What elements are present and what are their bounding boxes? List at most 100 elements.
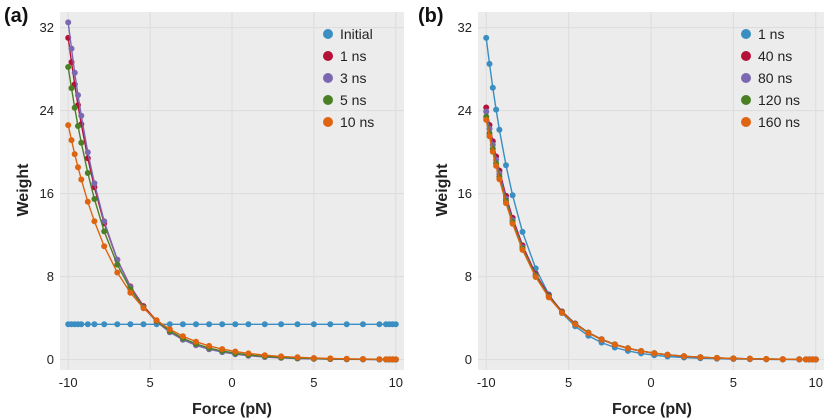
data-point xyxy=(638,348,645,355)
data-point xyxy=(746,355,753,362)
x-tick-label: 5 xyxy=(146,375,153,390)
legend-marker xyxy=(741,29,751,39)
legend-marker xyxy=(741,117,751,127)
data-point xyxy=(153,317,160,324)
data-point xyxy=(496,176,503,183)
data-point xyxy=(503,200,509,207)
panel-b: (b) Force (pN) Weight -10 5 0 5 10 0 8 16 24 32 1 … xyxy=(418,5,824,418)
data-point xyxy=(261,352,268,359)
data-point xyxy=(572,321,579,328)
legend-label: 3 ns xyxy=(340,70,366,86)
y-tick-label: 16 xyxy=(458,186,472,201)
data-point xyxy=(245,350,252,357)
y-tick-label: 0 xyxy=(47,352,54,367)
data-point xyxy=(664,351,671,358)
data-point xyxy=(232,348,239,355)
data-point xyxy=(486,60,493,67)
data-point xyxy=(493,162,500,169)
x-tick-label: 10 xyxy=(389,375,403,390)
series-160-ns xyxy=(483,116,819,363)
data-point xyxy=(483,108,490,115)
data-point xyxy=(78,112,85,119)
data-point xyxy=(545,294,552,301)
data-point xyxy=(84,170,91,176)
data-point xyxy=(598,336,605,343)
data-point xyxy=(651,350,658,357)
data-point xyxy=(796,356,803,363)
data-point xyxy=(294,354,301,361)
y-tick-label: 24 xyxy=(458,103,472,118)
legend-label: 40 ns xyxy=(758,48,792,64)
x-tick-label: 5 xyxy=(310,375,317,390)
data-point xyxy=(310,321,317,328)
data-point xyxy=(779,356,786,363)
data-point xyxy=(496,126,503,133)
data-point xyxy=(75,123,81,129)
legend-label: 1 ns xyxy=(758,26,784,42)
data-point xyxy=(697,354,704,361)
data-point xyxy=(101,321,108,328)
data-point xyxy=(101,218,108,225)
y-axis-title-a: Weight xyxy=(15,163,32,217)
data-point xyxy=(503,162,509,169)
data-point xyxy=(327,321,334,328)
data-point xyxy=(294,321,301,328)
data-point xyxy=(360,356,366,362)
data-point xyxy=(360,321,366,328)
data-point xyxy=(611,341,618,348)
panel-label-a: (a) xyxy=(4,5,28,27)
y-tick-label: 24 xyxy=(40,103,54,118)
x-tick-label: -10 xyxy=(477,375,496,390)
data-point xyxy=(483,34,490,41)
legend-marker xyxy=(741,95,751,105)
panel-a: (a) Force (pN) Weight -10 5 0 5 10 0 8 16 24 32 In… xyxy=(4,5,404,418)
data-point xyxy=(101,243,108,250)
data-point xyxy=(559,309,565,316)
legend-label: Initial xyxy=(340,26,373,42)
legend-label: 5 ns xyxy=(340,92,366,108)
data-point xyxy=(392,321,399,328)
data-point xyxy=(179,333,186,340)
data-point xyxy=(91,196,98,202)
data-point xyxy=(114,269,121,276)
data-point xyxy=(681,353,687,360)
data-point xyxy=(812,356,819,363)
x-tick-label: 0 xyxy=(228,375,235,390)
data-point xyxy=(713,355,720,361)
data-point xyxy=(65,19,72,26)
data-point xyxy=(219,346,226,353)
y-tick-label: 32 xyxy=(40,20,54,35)
data-point xyxy=(101,228,108,235)
y-axis-title-b: Weight xyxy=(434,163,451,217)
data-point xyxy=(91,321,98,328)
legend-marker xyxy=(323,95,333,105)
data-point xyxy=(509,192,516,199)
y-tick-label: 8 xyxy=(465,269,472,284)
data-point xyxy=(84,149,91,156)
data-point xyxy=(68,45,75,52)
x-tick-label: 10 xyxy=(809,375,823,390)
panel-label-b: (b) xyxy=(418,5,444,27)
data-point xyxy=(278,353,285,360)
data-point xyxy=(68,137,75,144)
data-point xyxy=(78,139,85,146)
data-point xyxy=(84,321,91,328)
data-point xyxy=(114,321,121,328)
series-initial xyxy=(65,321,399,328)
x-tick-label: 0 xyxy=(647,375,654,390)
data-point xyxy=(166,326,173,333)
y-tick-label: 32 xyxy=(458,20,472,35)
y-tick-label: 0 xyxy=(465,352,472,367)
data-point xyxy=(489,148,496,155)
data-point xyxy=(206,321,213,328)
data-point xyxy=(232,321,239,328)
data-point xyxy=(483,104,490,111)
data-point xyxy=(193,338,199,345)
data-point xyxy=(519,228,526,235)
data-point xyxy=(278,321,285,328)
data-point xyxy=(71,151,78,158)
data-point xyxy=(245,321,252,328)
data-point xyxy=(71,69,78,76)
data-point xyxy=(730,355,737,362)
